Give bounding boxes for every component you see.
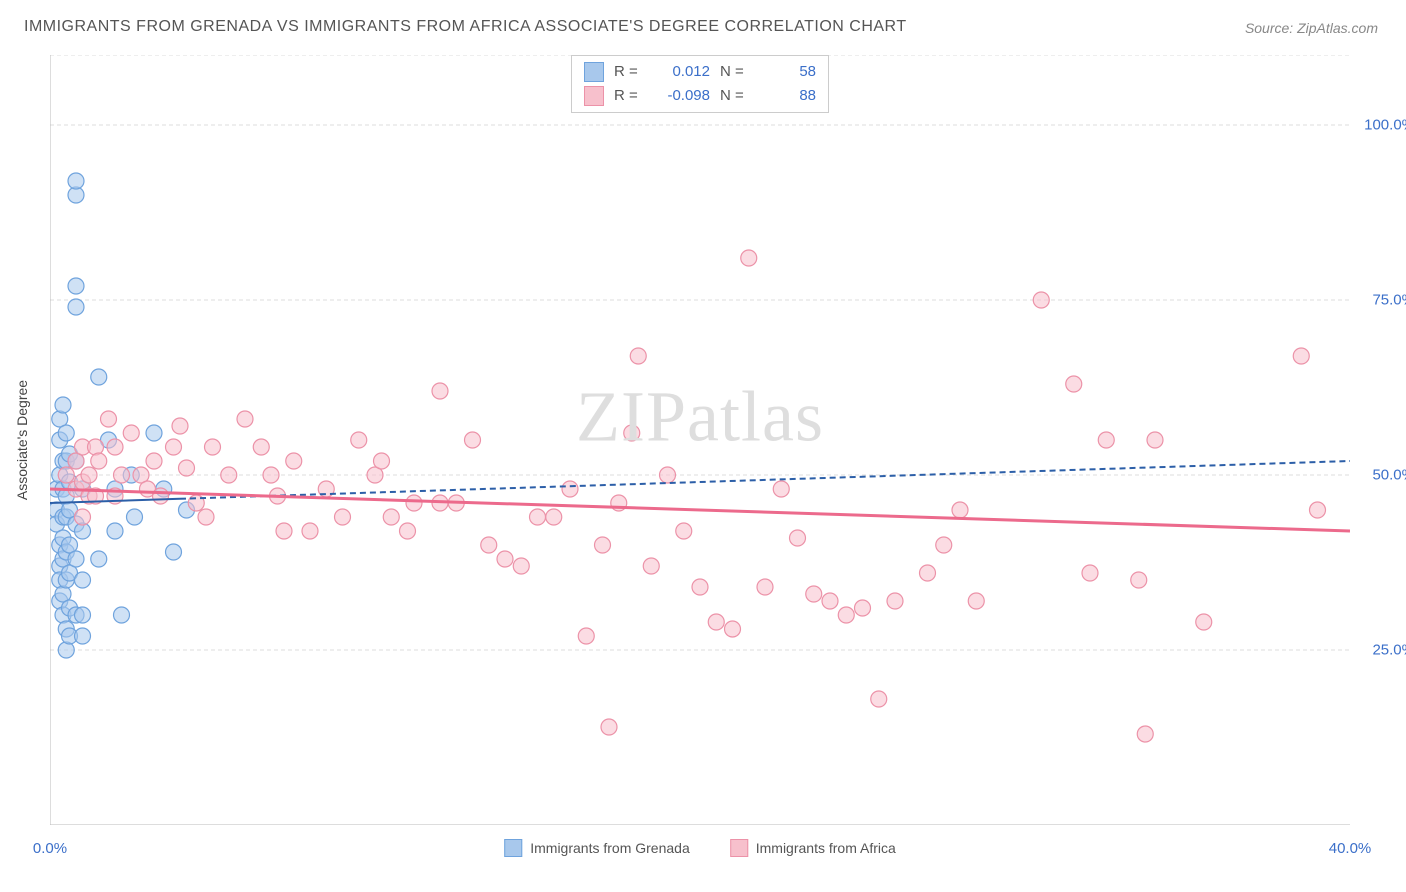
series-legend: Immigrants from Grenada Immigrants from …	[504, 839, 896, 857]
n-label: N =	[720, 84, 748, 108]
chart-title: IMMIGRANTS FROM GRENADA VS IMMIGRANTS FR…	[24, 18, 907, 36]
legend-label-africa: Immigrants from Africa	[756, 840, 896, 856]
legend-item-africa: Immigrants from Africa	[730, 839, 896, 857]
n-value-grenada: 58	[758, 60, 816, 84]
stats-row-grenada: R = 0.012 N = 58	[584, 60, 816, 84]
n-label: N =	[720, 60, 748, 84]
x-tick-label: 0.0%	[33, 840, 67, 857]
swatch-grenada-icon	[584, 62, 604, 82]
y-tick-label: 50.0%	[1372, 467, 1406, 484]
r-label: R =	[614, 60, 642, 84]
swatch-grenada-icon	[504, 839, 522, 857]
y-tick-label: 100.0%	[1364, 117, 1406, 134]
source-label: Source: ZipAtlas.com	[1245, 20, 1378, 36]
swatch-africa-icon	[730, 839, 748, 857]
r-value-africa: -0.098	[652, 84, 710, 108]
r-label: R =	[614, 84, 642, 108]
stats-legend: R = 0.012 N = 58 R = -0.098 N = 88	[571, 55, 829, 113]
x-tick-label: 40.0%	[1329, 840, 1372, 857]
stats-row-africa: R = -0.098 N = 88	[584, 84, 816, 108]
legend-label-grenada: Immigrants from Grenada	[530, 840, 690, 856]
scatter-plot	[50, 55, 1350, 825]
chart-area: Associate's Degree ZIPatlas R = 0.012 N …	[50, 55, 1350, 825]
y-axis-label: Associate's Degree	[14, 380, 30, 500]
legend-item-grenada: Immigrants from Grenada	[504, 839, 690, 857]
y-tick-label: 75.0%	[1372, 292, 1406, 309]
r-value-grenada: 0.012	[652, 60, 710, 84]
n-value-africa: 88	[758, 84, 816, 108]
swatch-africa-icon	[584, 86, 604, 106]
y-tick-label: 25.0%	[1372, 642, 1406, 659]
